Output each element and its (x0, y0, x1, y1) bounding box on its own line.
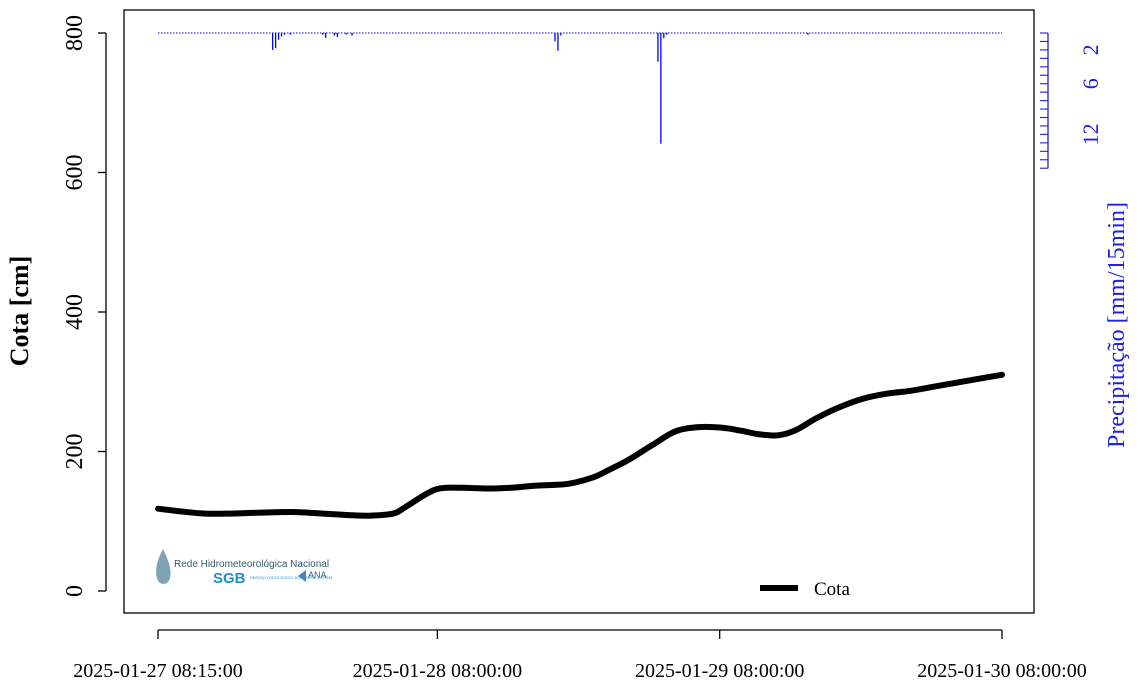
precipitation-tick-label: 2 (1078, 44, 1103, 55)
x-tick-label: 2025-01-27 08:15:00 (73, 660, 242, 682)
plot-frame (123, 9, 1035, 614)
rede-hidrometeorologica-logo: Rede Hidrometeorológica Nacional (156, 549, 329, 584)
x-axis: 2025-01-27 08:15:00 2025-01-28 08:00:00 20… (73, 629, 1087, 682)
precipitation-tick-label: 6 (1078, 78, 1103, 89)
ana-logo-text: ANA (308, 570, 327, 580)
y-tick-label: 800 (62, 15, 88, 51)
sgb-logo-subtext: SERVIÇO GEOLÓGICO DO BRASIL – CPRM (250, 575, 332, 580)
x-tick-label: 2025-01-28 08:00:00 (353, 660, 522, 682)
legend-label-cota: Cota (814, 579, 850, 600)
y-tick-label: 600 (62, 155, 88, 191)
y-axis-label: Cota [cm] (5, 256, 34, 366)
y-tick-label: 400 (62, 294, 88, 330)
ana-logo: ANA (298, 570, 327, 582)
precipitation-bars (158, 32, 1002, 144)
rede-logo-text: Rede Hidrometeorológica Nacional (174, 559, 329, 570)
y-tick-label: 200 (62, 434, 88, 470)
x-tick-label: 2025-01-29 08:00:00 (635, 660, 804, 682)
sgb-logo-text: SGB (213, 570, 246, 587)
logo-strip: Rede Hidrometeorológica Nacional SGB SER… (156, 549, 332, 587)
precipitation-axis-label: Precipitação [mm/15min] (1104, 202, 1130, 448)
sgb-logo: SGB SERVIÇO GEOLÓGICO DO BRASIL – CPRM (213, 570, 332, 587)
x-tick-label: 2025-01-30 08:00:00 (917, 660, 1086, 682)
precipitation-tick-label: 12 (1078, 123, 1103, 145)
y-tick-label: 0 (62, 585, 88, 597)
series-line-cota (155, 371, 1005, 519)
legend: Cota (760, 579, 850, 600)
y-axis: 0 200 400 600 800 (62, 15, 107, 597)
precipitation-axis: 2 6 12 (1040, 32, 1103, 169)
